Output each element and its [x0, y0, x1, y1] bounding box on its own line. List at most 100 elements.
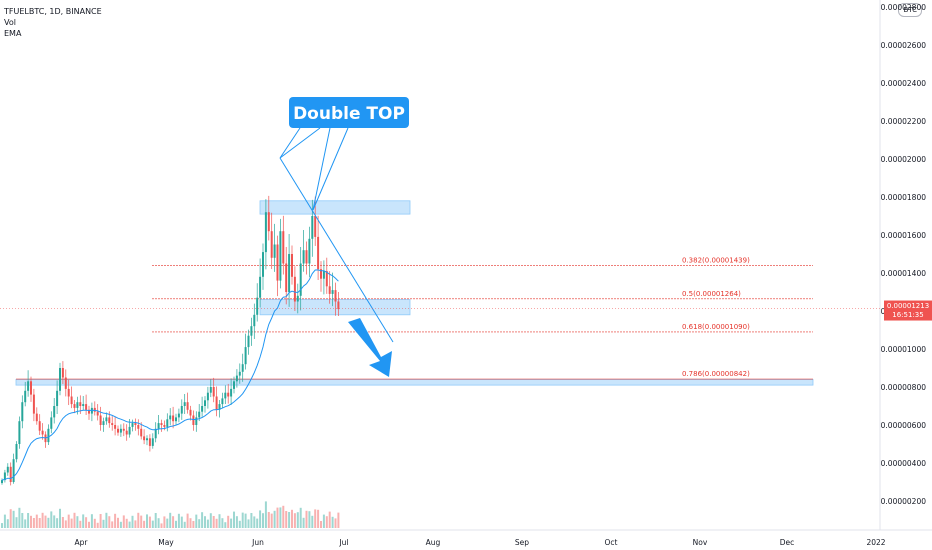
candle-body	[262, 252, 264, 277]
y-tick-label: 0.00000800	[881, 383, 927, 392]
volume-bar	[134, 520, 137, 528]
volume-bar	[270, 513, 273, 528]
candle-body	[59, 368, 61, 391]
candle-body	[192, 415, 195, 425]
candle-body	[56, 390, 59, 406]
candle-body	[140, 428, 143, 437]
volume-bar	[264, 501, 267, 528]
ema-indicator-label[interactable]: EMA	[4, 29, 22, 38]
candle-body	[108, 417, 111, 424]
candle-body	[195, 417, 198, 425]
volume-bar	[291, 509, 293, 528]
volume-bar	[102, 519, 105, 528]
callout-box[interactable]	[289, 97, 409, 128]
candle-body	[209, 387, 212, 393]
candle-body	[230, 388, 233, 397]
volume-bar	[177, 513, 180, 528]
y-tick-label: 0.00000400	[881, 459, 927, 468]
candle-body	[61, 368, 64, 378]
volume-bar	[154, 513, 157, 528]
volume-bar	[163, 516, 166, 528]
candle-body	[102, 421, 105, 425]
candle-body	[331, 290, 334, 294]
candle-body	[270, 231, 273, 258]
drawings[interactable]: Double TOP	[279, 97, 409, 377]
candle-body	[117, 428, 119, 433]
volume-bar	[93, 518, 96, 528]
volume-bar	[250, 513, 253, 528]
candle-body	[322, 271, 325, 279]
currency-badge[interactable]: BTC	[898, 3, 922, 17]
volume-bar	[198, 519, 201, 528]
candle-body	[259, 276, 262, 298]
volume-bar	[285, 511, 288, 528]
candle-body	[125, 430, 128, 435]
candle-body	[180, 406, 183, 414]
candle-body	[267, 212, 270, 232]
volume-bar	[73, 512, 76, 528]
volume-bar	[108, 516, 111, 528]
candle-body	[334, 290, 337, 302]
candle-body	[299, 263, 302, 296]
volume-bar	[111, 521, 114, 528]
volume-bar	[157, 518, 160, 528]
volume-bar	[105, 512, 108, 528]
volume-bar	[21, 513, 24, 528]
volume-bar	[186, 513, 189, 528]
candle-body	[204, 400, 206, 406]
x-tick-label: Jun	[251, 538, 264, 547]
candle-body	[134, 423, 137, 425]
volume-bar	[41, 512, 44, 528]
candle-body	[82, 404, 85, 406]
candle-body	[235, 375, 238, 382]
symbol-title[interactable]: TFUELBTC, 1D, BINANCE	[4, 7, 102, 16]
volume-bar	[337, 512, 340, 528]
volume-bar	[282, 505, 285, 528]
candle-body	[128, 426, 131, 435]
candle-body	[73, 404, 76, 408]
volume-bar	[296, 512, 299, 528]
volume-bar	[288, 512, 291, 528]
price-axis[interactable]: 0.00000200 0.00000400 0.00000600 0.00000800…	[879, 0, 927, 530]
volume-bar	[221, 518, 224, 528]
candle-body	[317, 236, 320, 270]
y-tick-label: 0.00000200	[881, 497, 927, 506]
volume-bar	[293, 513, 296, 528]
x-tick-label: Apr	[75, 538, 89, 547]
volume-bar	[180, 516, 183, 528]
candle-body	[27, 381, 30, 391]
candle-body	[221, 398, 224, 405]
candle-body	[218, 404, 221, 410]
volume-bar	[276, 507, 279, 528]
chart-header: TFUELBTC, 1D, BINANCE Vol EMA	[4, 6, 102, 39]
x-tick-label: Nov	[693, 538, 708, 547]
volume-bar	[317, 509, 320, 528]
candle-body	[206, 392, 209, 401]
candle-body	[224, 392, 227, 399]
volume-bar	[305, 510, 308, 528]
volume-bar	[67, 514, 70, 528]
x-tick-label: Oct	[605, 538, 618, 547]
time-axis[interactable]: Apr May Jun Jul Aug Sep Oct Nov Dec 2022	[0, 529, 932, 547]
volume-bar	[212, 516, 215, 528]
candle-body	[21, 402, 24, 422]
candle-body	[105, 417, 108, 422]
candle-body	[85, 404, 88, 410]
volume-indicator-label[interactable]: Vol	[4, 18, 16, 27]
down-arrow[interactable]	[348, 318, 392, 377]
candle-body	[296, 295, 299, 302]
trend-line[interactable]	[279, 157, 394, 343]
volume-bar	[247, 519, 250, 528]
volume-bar	[206, 519, 209, 528]
fibonacci-retracement[interactable]: 0.382(0.00001439) 0.5(0.00001264) 0.618(0.…	[16, 257, 813, 380]
candle-body	[276, 244, 279, 281]
volume-bar	[325, 516, 328, 528]
volume-bar	[30, 515, 32, 528]
candle-body	[111, 423, 114, 425]
callout-pointer	[312, 127, 349, 211]
candle-body	[146, 438, 148, 441]
volume-bar	[50, 511, 53, 528]
volume-bar	[302, 517, 305, 528]
candle-body	[183, 402, 186, 406]
